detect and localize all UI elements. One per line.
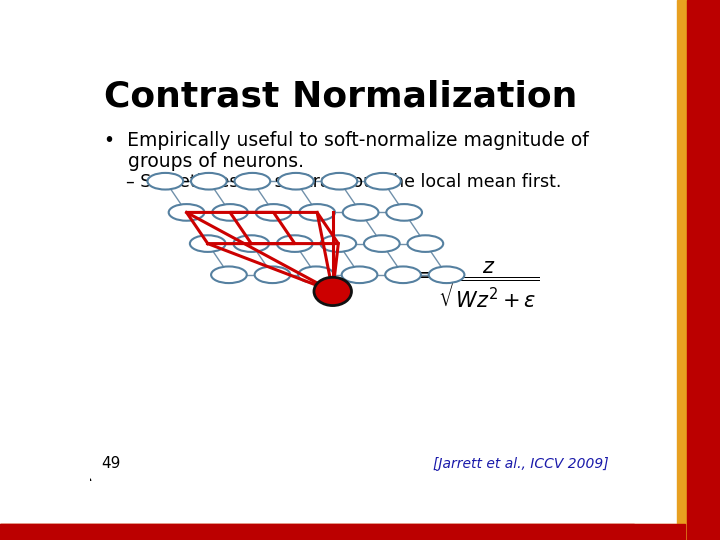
Text: •  Empirically useful to soft-normalize magnitude of: • Empirically useful to soft-normalize m… bbox=[104, 131, 589, 150]
Ellipse shape bbox=[322, 173, 357, 190]
Ellipse shape bbox=[428, 266, 464, 283]
Ellipse shape bbox=[212, 204, 248, 221]
Ellipse shape bbox=[408, 235, 444, 252]
Ellipse shape bbox=[233, 235, 269, 252]
Ellipse shape bbox=[211, 266, 247, 283]
Ellipse shape bbox=[278, 173, 314, 190]
Text: groups of neurons.: groups of neurons. bbox=[104, 152, 304, 171]
Ellipse shape bbox=[385, 266, 421, 283]
Ellipse shape bbox=[387, 204, 422, 221]
Ellipse shape bbox=[365, 173, 401, 190]
Ellipse shape bbox=[191, 173, 227, 190]
Ellipse shape bbox=[300, 204, 335, 221]
Ellipse shape bbox=[314, 277, 351, 306]
Text: Contrast Normalization: Contrast Normalization bbox=[104, 79, 577, 113]
Ellipse shape bbox=[148, 173, 183, 190]
FancyArrow shape bbox=[89, 479, 91, 481]
Ellipse shape bbox=[277, 235, 312, 252]
Text: [Jarrett et al., ICCV 2009]: [Jarrett et al., ICCV 2009] bbox=[433, 457, 609, 471]
Ellipse shape bbox=[364, 235, 400, 252]
Text: – Sometimes we subtract out the local mean first.: – Sometimes we subtract out the local me… bbox=[104, 173, 562, 191]
Text: 49: 49 bbox=[101, 456, 120, 471]
Ellipse shape bbox=[343, 204, 379, 221]
Text: $h = \dfrac{z}{\sqrt{W z^2 + \epsilon}}$: $h = \dfrac{z}{\sqrt{W z^2 + \epsilon}}$ bbox=[400, 260, 539, 310]
Ellipse shape bbox=[168, 204, 204, 221]
Ellipse shape bbox=[320, 235, 356, 252]
Ellipse shape bbox=[256, 204, 292, 221]
Ellipse shape bbox=[342, 266, 377, 283]
Ellipse shape bbox=[190, 235, 225, 252]
Ellipse shape bbox=[255, 266, 290, 283]
Ellipse shape bbox=[298, 266, 334, 283]
Ellipse shape bbox=[235, 173, 270, 190]
